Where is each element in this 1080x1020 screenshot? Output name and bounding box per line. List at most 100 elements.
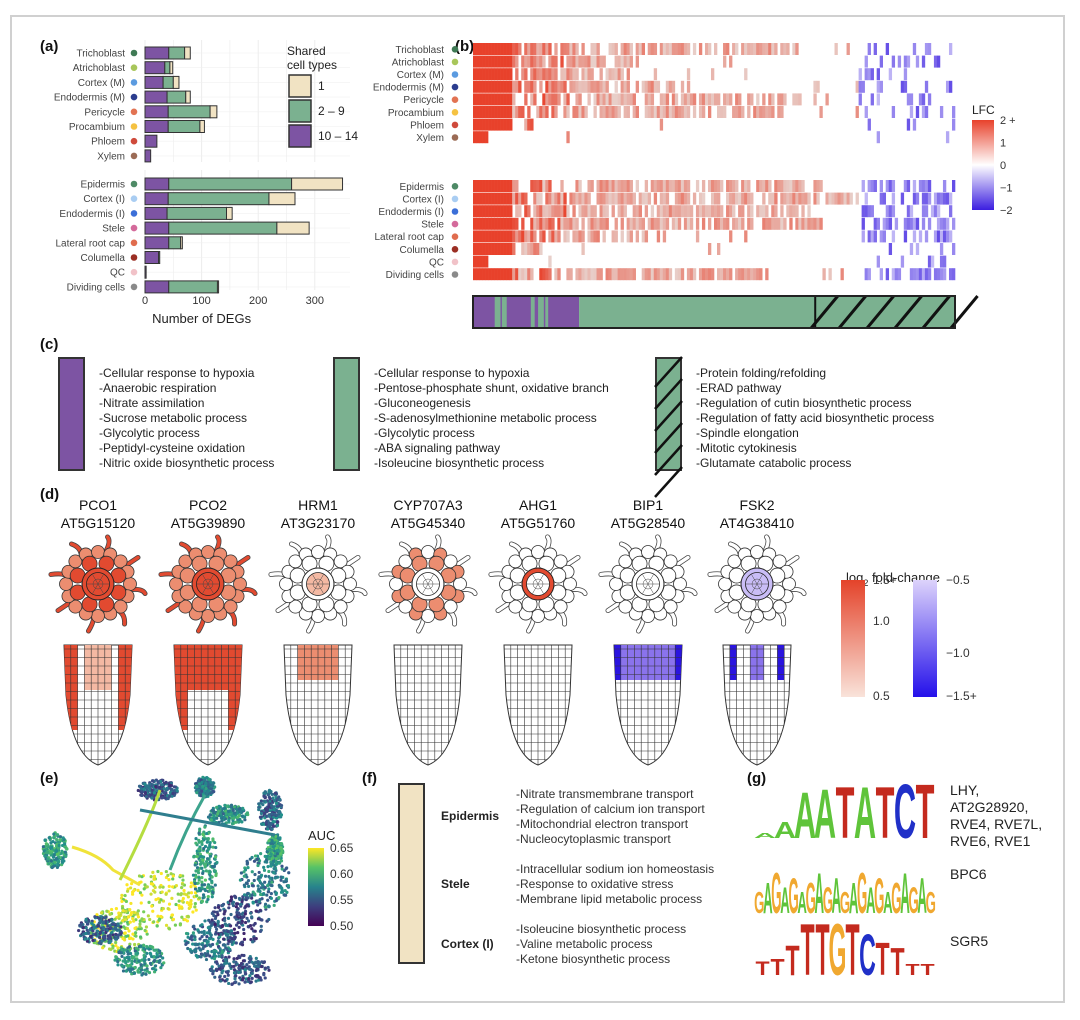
heatmap-cell — [476, 180, 480, 192]
root-longitudinal — [503, 644, 573, 766]
heatmap-cell — [536, 217, 540, 230]
heatmap-cell — [683, 205, 688, 218]
heatmap-cell — [536, 43, 540, 55]
heatmap-cell — [704, 93, 709, 106]
heatmap-cell — [527, 118, 531, 131]
heatmap-cell — [762, 205, 766, 218]
heatmap-cell — [918, 268, 923, 281]
heatmap-cell — [732, 192, 736, 205]
heatmap-row — [473, 118, 956, 131]
umap-point — [98, 930, 103, 934]
hatch-line — [654, 422, 683, 454]
heatmap-cell — [927, 180, 932, 192]
go-swatch-green-hatched — [654, 356, 683, 498]
heatmap-cell — [680, 205, 685, 218]
heatmap-cell — [768, 217, 772, 230]
heatmap-row — [473, 80, 953, 93]
stele-cell-wall — [751, 573, 758, 585]
heatmap-cell — [506, 217, 510, 230]
category-label: Endodermis (M) — [54, 93, 125, 104]
heatmap-cell — [569, 217, 573, 230]
heatmap-cell — [686, 180, 691, 192]
cell-type-dot — [451, 208, 459, 215]
heatmap-cell — [870, 205, 874, 218]
heatmap-cell — [635, 55, 639, 68]
heatmap-cell — [554, 43, 558, 55]
heatmap-cell — [683, 180, 688, 192]
heatmap-cell — [620, 217, 624, 230]
heatmap-cell — [473, 268, 477, 281]
heatmap-cell — [563, 93, 567, 106]
heatmap-cell — [497, 205, 501, 218]
heatmap-cell — [602, 180, 606, 192]
heatmap-cell — [846, 192, 850, 205]
heatmap-cell — [738, 93, 742, 106]
stele-cell-wall — [537, 573, 544, 585]
heatmap-cell — [741, 192, 745, 205]
heatmap-cell — [707, 268, 712, 281]
heatmap-cell — [497, 93, 501, 106]
heatmap-cell — [563, 205, 567, 218]
annotation-stripe — [494, 296, 501, 328]
cell-type-dot — [130, 152, 138, 160]
heatmap-cell — [473, 68, 477, 81]
heatmap-cell — [662, 93, 667, 106]
root-cells — [723, 645, 791, 765]
root-cells — [174, 645, 242, 765]
umap-point — [101, 931, 105, 935]
heatmap-cell — [876, 255, 880, 268]
heatmap-cell — [602, 230, 606, 243]
heatmap-row-label: Epidermis — [400, 182, 444, 193]
stele-cell-wall — [92, 573, 99, 585]
heatmap-cell — [614, 106, 618, 118]
gene-locus: AT4G38410 — [719, 515, 795, 531]
go-swatch-purple — [58, 357, 85, 471]
heatmap-cell — [942, 180, 947, 192]
heatmap-cell — [686, 217, 691, 230]
heatmap-cell — [500, 43, 504, 55]
heatmap-cell — [792, 93, 796, 106]
heatmap-cell — [650, 106, 655, 118]
heatmap-cell — [933, 192, 938, 205]
umap-point — [137, 874, 142, 878]
heatmap-cell — [786, 43, 790, 55]
heatmap-cell — [650, 93, 655, 106]
umap-point — [128, 942, 132, 946]
heatmap-cell — [524, 205, 528, 218]
go-term: -ABA signaling pathway — [374, 441, 501, 455]
heatmap-cell — [864, 106, 868, 118]
heatmap-cell — [599, 217, 603, 230]
umap-point — [125, 889, 130, 893]
hatch-pattern — [654, 356, 683, 498]
root-cells — [394, 645, 462, 765]
heatmap-cell — [593, 268, 597, 281]
epidermis-cell — [223, 554, 238, 569]
heatmap-cell — [500, 230, 504, 243]
heatmap-cell — [861, 230, 865, 243]
heatmap-cell — [939, 243, 944, 255]
umap-point — [109, 939, 113, 943]
heatmap-cell — [689, 217, 694, 230]
heatmap-cell — [795, 217, 799, 230]
gene-name: PCO2 — [188, 497, 228, 513]
heatmap-cell — [560, 180, 564, 192]
heatmap-cell — [951, 217, 956, 230]
hatch-line — [654, 444, 683, 476]
heatmap-cell — [933, 205, 938, 218]
heatmap-cell — [704, 268, 709, 281]
gene-locus: AT5G15120 — [60, 515, 136, 531]
heatmap-cell — [762, 106, 766, 118]
heatmap-cell — [855, 80, 859, 93]
heatmap-cell — [867, 118, 871, 131]
heatmap-cell — [879, 180, 883, 192]
gene-locus: AT5G45340 — [390, 515, 466, 531]
heatmap-cell — [488, 217, 492, 230]
heatmap-cell — [482, 43, 486, 55]
umap-point — [179, 893, 183, 897]
heatmap-cell — [768, 106, 772, 118]
stele-cell-wall — [756, 583, 763, 595]
root-cross-section — [378, 534, 478, 634]
heatmap-cell — [641, 268, 646, 281]
heatmap-cell — [777, 217, 781, 230]
gene-locus: AT5G39890 — [170, 515, 246, 531]
